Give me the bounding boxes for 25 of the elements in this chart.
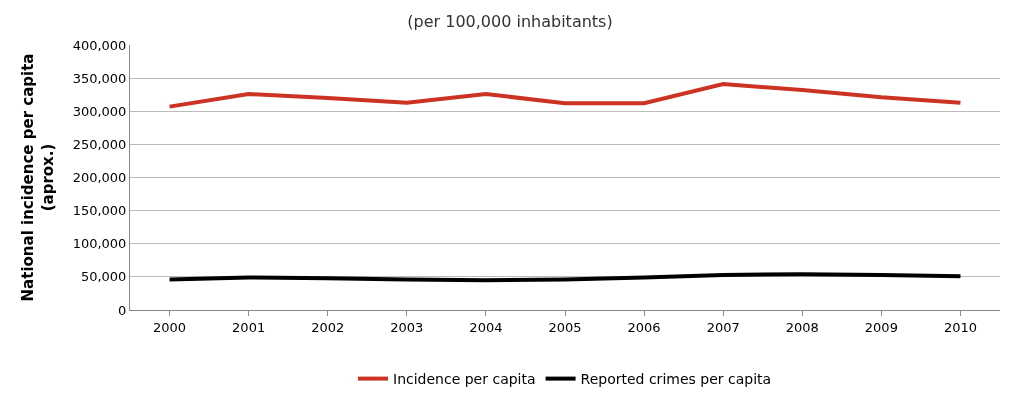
legend-label: Incidence per capita [393, 371, 536, 388]
y-tick-label: 50,000 [80, 269, 127, 285]
y-tick-label: 400,000 [72, 37, 127, 53]
y-tick-label: 250,000 [72, 136, 127, 152]
x-tick-label: 2003 [390, 319, 424, 335]
x-tick-label: 2006 [627, 319, 661, 335]
y-axis-title: National incidence per capita (aprox.) [19, 53, 57, 302]
chart-title: (per 100,000 inhabitants) [407, 12, 613, 32]
y-tick-label: 0 [118, 302, 127, 318]
legend-label: Reported crimes per capita [580, 371, 772, 388]
x-tick-label: 2000 [153, 319, 187, 335]
x-tick-label: 2001 [232, 319, 266, 335]
y-tick-label: 150,000 [72, 203, 127, 219]
x-tick-label: 2009 [864, 319, 898, 335]
x-tick-label: 2004 [469, 319, 503, 335]
x-tick-label: 2005 [548, 319, 582, 335]
y-tick-label: 200,000 [72, 170, 127, 186]
y-tick-label: 350,000 [72, 70, 127, 86]
x-tick-label: 2007 [706, 319, 740, 335]
x-tick-label: 2002 [311, 319, 345, 335]
x-tick-label: 2008 [785, 319, 819, 335]
y-tick-label: 300,000 [72, 103, 127, 119]
line-series [167, 82, 963, 109]
y-tick-label: 100,000 [72, 236, 127, 252]
x-tick-label: 2010 [943, 319, 977, 335]
